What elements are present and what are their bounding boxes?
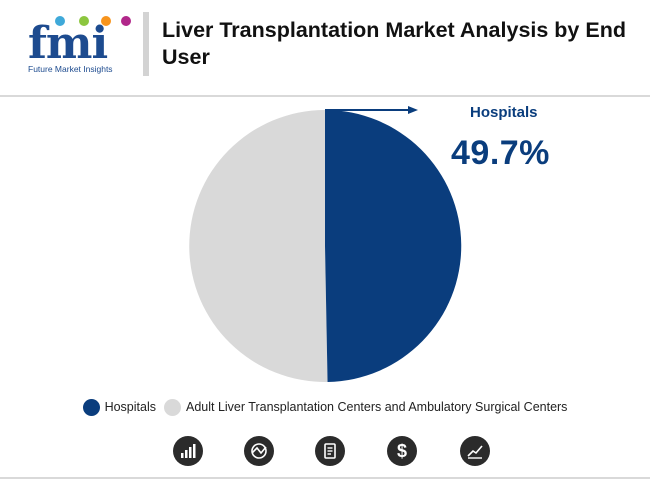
callout-arrow-icon — [408, 106, 418, 114]
legend-dot-hospitals — [82, 398, 100, 416]
globe-chart-icon — [244, 436, 274, 466]
dollar-icon: $ — [387, 436, 417, 466]
page-title: Liver Transplantation Market Analysis by… — [162, 18, 626, 69]
trend-chart-icon — [460, 436, 490, 466]
document-icon — [315, 436, 345, 466]
title-accent-bar — [143, 12, 149, 76]
header-divider — [0, 95, 650, 97]
bottom-divider — [0, 477, 650, 479]
logo-dots-icon — [55, 16, 131, 26]
header: fmi Future Market Insights Liver Transpl… — [0, 0, 650, 96]
legend-label-hospitals: Hospitals — [104, 400, 156, 414]
legend-item-hospitals: Hospitals — [82, 398, 156, 416]
fmi-logo: fmi Future Market Insights — [28, 14, 140, 76]
logo-text: fmi — [28, 18, 108, 69]
legend-label-adult-centers: Adult Liver Transplantation Centers and … — [185, 400, 568, 414]
dollar-glyph: $ — [396, 440, 407, 461]
callout-label: Hospitals — [470, 104, 538, 121]
pie-slice-adult-centers — [189, 110, 328, 382]
legend-item-adult-centers: Adult Liver Transplantation Centers and … — [163, 398, 568, 416]
logo-subtitle: Future Market Insights — [28, 64, 113, 74]
footer-icons: $ — [0, 436, 650, 470]
legend-dot-adult-centers — [163, 398, 181, 416]
pie-chart — [189, 106, 462, 382]
bar-chart-icon — [173, 436, 203, 466]
callout-value: 49.7% — [451, 134, 550, 172]
pie-slice-hospitals — [325, 109, 462, 382]
legend: Hospitals Adult Liver Transplantation Ce… — [0, 396, 650, 418]
